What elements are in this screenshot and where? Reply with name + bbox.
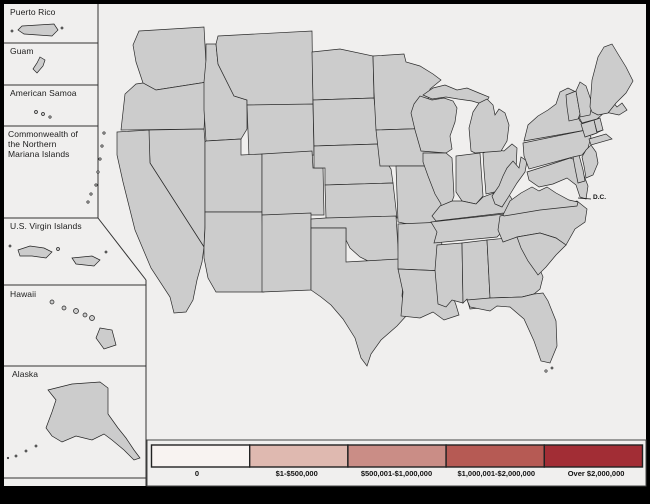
inset-shape-cnmi	[89, 192, 93, 196]
inset-shape-cnmi	[86, 200, 90, 204]
inset-shape-alaska-aleutian	[14, 454, 18, 458]
inset-label-cnmi: Commonwealth of the Northern Mariana Isl…	[8, 129, 79, 160]
state-wyoming	[246, 103, 315, 158]
state-wisconsin	[410, 95, 458, 154]
inset-shape-american-samoa	[48, 115, 52, 119]
state-north-dakota	[311, 48, 375, 101]
states-layer	[116, 26, 634, 373]
legend-label-500k-1m: $500,001-$1,000,000	[360, 469, 433, 478]
state-rhode-island	[593, 117, 604, 133]
inset-shape-puerto-rico	[17, 23, 59, 37]
state-mississippi	[434, 242, 464, 308]
state-washington	[132, 26, 208, 91]
legend-swatch-1-500k	[248, 444, 349, 468]
inset-shape-alaska	[45, 381, 141, 461]
state-oregon	[120, 81, 208, 131]
legend-swatch-500k-1m	[347, 444, 447, 468]
state-florida-keys	[544, 369, 548, 373]
inset-label-usvi: U.S. Virgin Islands	[10, 221, 82, 231]
inset-shape-hawaii-maui	[89, 315, 95, 321]
inset-boxes	[4, 4, 147, 486]
state-new-york-long-island	[588, 133, 613, 146]
inset-shape-usvi-st-thomas	[17, 245, 53, 259]
inset-shape-hawaii-island	[61, 305, 67, 311]
inset-shape-cnmi	[96, 170, 100, 174]
inset-shape-cnmi	[98, 157, 102, 161]
state-texas	[310, 227, 408, 367]
state-florida	[466, 292, 558, 364]
legend-label-over-2m: Over $2,000,000	[567, 469, 625, 478]
state-new-jersey	[581, 144, 599, 179]
legend-label-1m-2m: $1,000,001-$2,000,000	[457, 469, 536, 478]
inset-label-alaska: Alaska	[12, 369, 39, 379]
inset-box-diagonal	[97, 217, 147, 281]
legend-box	[146, 439, 647, 487]
inset-shape-guam	[32, 56, 46, 74]
state-california	[116, 129, 205, 314]
state-west-virginia	[491, 156, 528, 208]
state-florida-keys	[550, 366, 554, 370]
inset-shape-puerto-rico-islet	[60, 26, 64, 30]
inset-shapes-layer	[6, 23, 141, 461]
inset-shape-alaska-aleutian	[34, 444, 38, 448]
inset-shape-alaska-aleutian	[6, 456, 10, 460]
legend-swatch-1m-2m	[445, 444, 546, 468]
inset-shape-hawaii-big-island	[95, 327, 117, 350]
inset-shape-hawaii-molokai	[82, 312, 88, 318]
inset-shape-usvi-islet	[104, 250, 108, 254]
state-connecticut	[580, 119, 598, 138]
inset-shape-puerto-rico-islet	[10, 29, 14, 33]
state-arizona	[203, 211, 265, 293]
legend-label-0: 0	[194, 469, 199, 478]
state-michigan	[468, 98, 510, 154]
state-south-dakota	[312, 97, 380, 147]
inset-shape-hawaii-kauai	[49, 299, 55, 305]
state-maine	[589, 43, 634, 116]
state-new-mexico	[261, 212, 312, 293]
inset-shape-cnmi	[94, 183, 98, 187]
legend	[146, 439, 647, 487]
inset-shape-cnmi	[102, 131, 106, 135]
legend-labels: 0 $1-$500,000 $500,001-$1,000,000 $1,000…	[147, 469, 646, 478]
inset-shape-american-samoa	[34, 110, 38, 114]
inset-label-puerto-rico: Puerto Rico	[10, 7, 56, 17]
legend-swatch-over-2m	[543, 444, 644, 468]
inset-shape-usvi-st-john	[56, 247, 60, 251]
inset-shape-cnmi	[100, 144, 104, 148]
state-kansas	[324, 182, 398, 219]
dc-leader-line	[577, 197, 592, 200]
inset-shape-usvi-islet	[8, 244, 12, 248]
inset-shape-american-samoa	[41, 112, 45, 116]
legend-swatch-0	[150, 444, 251, 468]
state-virginia	[502, 186, 579, 217]
inset-label-hawaii: Hawaii	[10, 289, 37, 299]
state-indiana	[455, 152, 484, 205]
inset-shape-usvi-st-croix	[71, 255, 101, 267]
inset-shape-alaska-aleutian	[24, 449, 28, 453]
inset-label-guam: Guam	[10, 46, 34, 56]
inset-label-american-samoa: American Samoa	[10, 88, 77, 98]
dc-label: D.C.	[593, 194, 606, 201]
legend-label-1-500k: $1-$500,000	[275, 469, 318, 478]
state-south-carolina	[516, 232, 567, 276]
inset-shape-hawaii-oahu	[73, 308, 79, 314]
state-michigan-upper-peninsula	[422, 84, 490, 106]
